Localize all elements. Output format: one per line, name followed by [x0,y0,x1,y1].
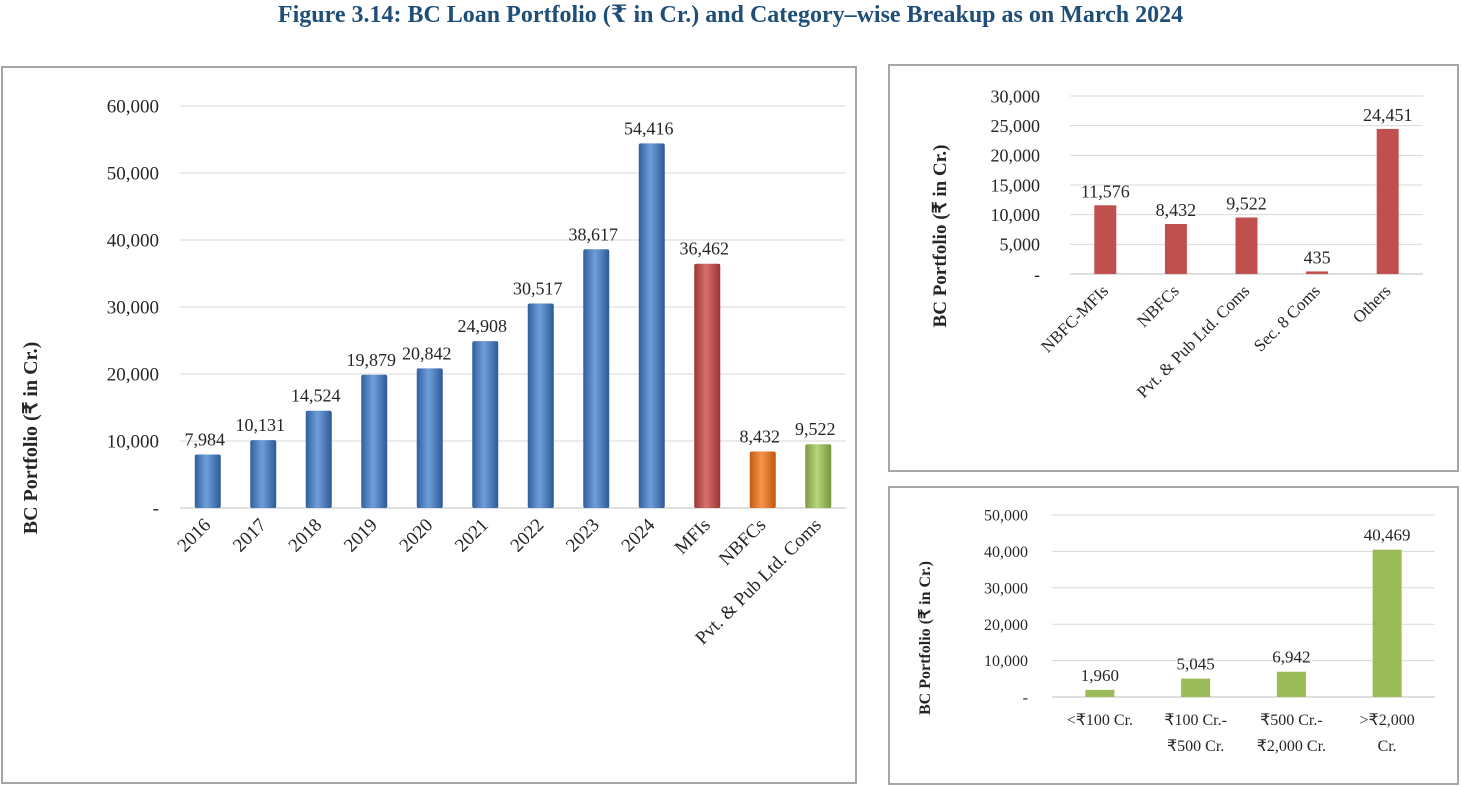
data-label: 9,522 [1226,194,1267,214]
x-tick-label: <₹100 Cr. [1067,712,1133,729]
x-tick-label: 2016 [174,515,216,557]
y-tick-label: 25,000 [991,116,1041,136]
bar [361,374,388,508]
x-tick-label: Sec. 8 Coms [1250,281,1324,355]
data-label: 10,131 [236,415,286,435]
y-tick-label: 30,000 [991,86,1041,106]
y-tick-label: 30,000 [984,580,1028,597]
y-tick-label: - [1034,264,1040,284]
data-label: 24,451 [1363,105,1413,125]
data-label: 435 [1304,247,1331,267]
bar [416,368,443,508]
bar [1376,128,1399,274]
bar [1181,678,1211,697]
data-label: 19,879 [347,350,397,370]
category-breakup-chart-panel: - 5,000 10,000 15,000 20,000 25,000 30,000 BC P… [888,64,1459,472]
x-tick-label: Cr. [1378,738,1397,755]
x-tick-label: ₹100 Cr.- [1164,712,1227,729]
x-tick-label: 2022 [507,515,549,557]
bar [527,303,554,508]
data-label: 54,416 [624,118,674,138]
y-axis-label: BC Portfolio (₹ in Cr.) [930,145,951,328]
data-label: 38,617 [569,224,619,244]
bar [1235,217,1258,274]
bar [638,143,665,508]
y-tick-label: 20,000 [991,146,1041,166]
bar [194,454,221,508]
data-label: 20,842 [402,343,452,363]
y-tick-label: 5,000 [1000,235,1041,255]
x-tick-label: NBFC-MFIs [1037,281,1112,356]
x-tick-label: 2020 [396,515,438,557]
x-tick-label: 2017 [229,515,271,557]
y-tick-label: 30,000 [107,298,159,319]
data-label: 24,908 [458,316,508,336]
x-tick-label: MFIs [671,515,715,559]
bar [1306,271,1329,274]
bar [805,444,832,508]
data-label: 6,942 [1272,648,1310,667]
bar [1276,671,1306,697]
x-tick-label: Others [1349,281,1394,326]
x-tick-label: 2024 [618,514,660,556]
y-tick-label: 15,000 [991,175,1041,195]
data-label: 40,469 [1364,526,1411,545]
y-tick-label: 40,000 [107,231,159,252]
size-breakup-chart: - 10,000 20,000 30,000 40,000 50,000 BC Portfo… [917,508,1435,755]
y-tick-label: 10,000 [107,432,159,453]
bar [694,263,721,508]
bar [250,440,277,508]
x-tick-label: >₹2,000 [1360,712,1415,729]
x-tick-label: 2018 [285,515,327,557]
x-tick-label: NBFCs [715,515,770,570]
bar [305,410,332,508]
x-tick-label: ₹2,000 Cr. [1257,738,1326,755]
data-label: 8,432 [1156,200,1197,220]
y-tick-label: 50,000 [984,508,1028,525]
y-tick-label: - [1023,690,1028,707]
data-label: 7,984 [185,430,226,450]
data-label: 36,462 [680,239,730,259]
data-label: 14,524 [291,386,341,406]
data-label: 5,045 [1177,655,1215,674]
size-breakup-chart-panel: - 10,000 20,000 30,000 40,000 50,000 BC Portfo… [888,486,1459,785]
category-breakup-chart: - 5,000 10,000 15,000 20,000 25,000 30,000 BC P… [930,86,1423,402]
bc-portfolio-trend-chart-panel: - 10,000 20,000 30,000 40,000 50,000 60,000 BC … [1,66,857,784]
bar [749,451,776,508]
y-tick-label: 10,000 [984,653,1028,670]
figure-title: Figure 3.14: BC Loan Portfolio (₹ in Cr.… [277,2,1184,28]
x-tick-label: ₹500 Cr.- [1260,712,1323,729]
x-tick-label: NBFCs [1133,281,1183,331]
x-tick-label: 2019 [340,515,382,557]
y-tick-label: 20,000 [984,617,1028,634]
data-label: 30,517 [513,279,563,299]
y-axis-label: BC Portfolio (₹ in Cr.) [20,342,42,535]
data-label: 8,432 [740,427,781,447]
bar [1164,223,1187,274]
y-tick-label: 20,000 [107,365,159,386]
y-tick-label: - [153,499,159,520]
bar [472,341,499,508]
data-label: 9,522 [795,419,836,439]
bar [1094,205,1117,274]
y-tick-label: 50,000 [107,164,159,185]
bar [1372,549,1402,697]
x-tick-label: ₹500 Cr. [1167,738,1224,755]
data-label: 1,960 [1081,666,1119,685]
y-tick-label: 40,000 [984,544,1028,561]
y-tick-label: 60,000 [107,97,159,118]
y-axis-label: BC Portfolio (₹ in Cr.) [917,561,934,715]
bar [1085,689,1115,697]
x-tick-label: 2021 [451,515,493,557]
x-tick-label: 2023 [562,515,604,557]
y-tick-label: 10,000 [991,205,1041,225]
data-label: 11,576 [1081,181,1130,201]
bar [583,249,610,508]
bc-portfolio-trend-chart: - 10,000 20,000 30,000 40,000 50,000 60,000 BC … [20,97,846,649]
